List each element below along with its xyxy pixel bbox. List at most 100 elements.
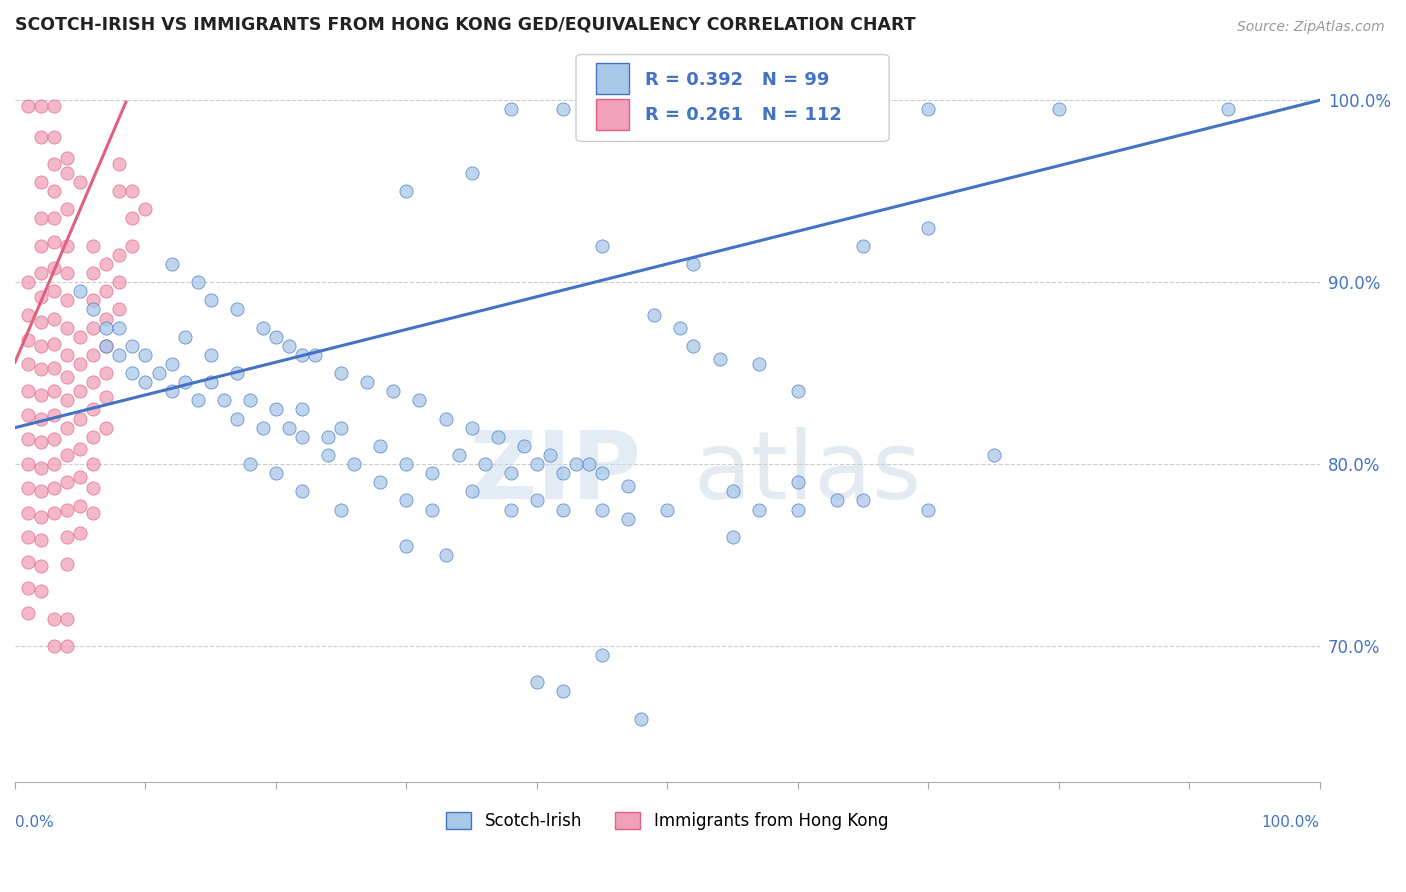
Point [721,103,744,117]
Point [252,420,274,434]
Point [30,460,52,475]
Point [917,502,939,516]
Point [239,393,262,408]
Point [82,239,104,253]
Point [17,334,39,348]
Point [721,484,744,499]
Point [852,239,875,253]
Point [460,484,482,499]
Point [368,439,391,453]
Point [30,266,52,280]
Point [108,248,131,262]
Point [551,466,574,480]
Point [368,475,391,490]
Point [44,408,66,422]
Point [709,351,731,366]
Point [30,290,52,304]
Point [499,466,522,480]
Point [30,435,52,450]
Point [69,411,91,425]
Point [748,357,770,371]
Point [173,329,195,343]
Point [56,202,79,217]
Point [44,612,66,626]
Point [526,675,548,690]
Point [96,257,118,271]
Point [356,375,378,389]
Point [330,502,353,516]
Point [69,469,91,483]
Point [499,502,522,516]
Point [69,499,91,513]
Point [56,369,79,384]
Point [44,211,66,226]
Point [69,384,91,399]
Point [591,502,613,516]
Point [538,448,561,462]
Point [82,506,104,520]
Point [225,302,247,317]
Point [343,457,366,471]
Point [291,402,314,417]
Point [526,457,548,471]
Point [617,479,640,493]
Point [69,526,91,541]
Point [56,320,79,334]
Point [264,329,287,343]
Point [44,129,66,144]
Point [187,275,209,289]
Point [30,362,52,376]
Point [160,257,183,271]
Point [56,530,79,544]
Point [617,511,640,525]
Point [983,448,1005,462]
Point [96,320,118,334]
Point [173,375,195,389]
Point [17,275,39,289]
Point [264,466,287,480]
Point [682,257,704,271]
Point [434,548,457,562]
Point [121,366,143,380]
Point [434,411,457,425]
Point [422,502,444,516]
Point [551,684,574,698]
Point [108,157,131,171]
Point [108,320,131,334]
Point [82,348,104,362]
Point [669,320,692,334]
Point [17,98,39,112]
Point [278,420,301,434]
Point [56,393,79,408]
Point [630,712,652,726]
Point [82,375,104,389]
Point [17,408,39,422]
Point [121,211,143,226]
Point [96,284,118,298]
Point [82,402,104,417]
Point [69,357,91,371]
Point [460,420,482,434]
Text: SCOTCH-IRISH VS IMMIGRANTS FROM HONG KONG GED/EQUIVALENCY CORRELATION CHART: SCOTCH-IRISH VS IMMIGRANTS FROM HONG KON… [15,15,915,33]
Point [134,202,156,217]
Point [17,530,39,544]
Point [108,184,131,198]
Point [30,239,52,253]
Point [1047,103,1070,117]
Point [460,166,482,180]
Point [721,530,744,544]
Point [551,502,574,516]
Point [17,606,39,620]
Point [30,388,52,402]
Point [499,103,522,117]
Point [291,430,314,444]
Point [44,457,66,471]
Point [316,430,339,444]
Point [44,260,66,275]
Point [565,457,588,471]
Point [44,481,66,495]
Point [148,366,170,380]
Point [30,98,52,112]
Point [44,98,66,112]
Point [578,457,600,471]
